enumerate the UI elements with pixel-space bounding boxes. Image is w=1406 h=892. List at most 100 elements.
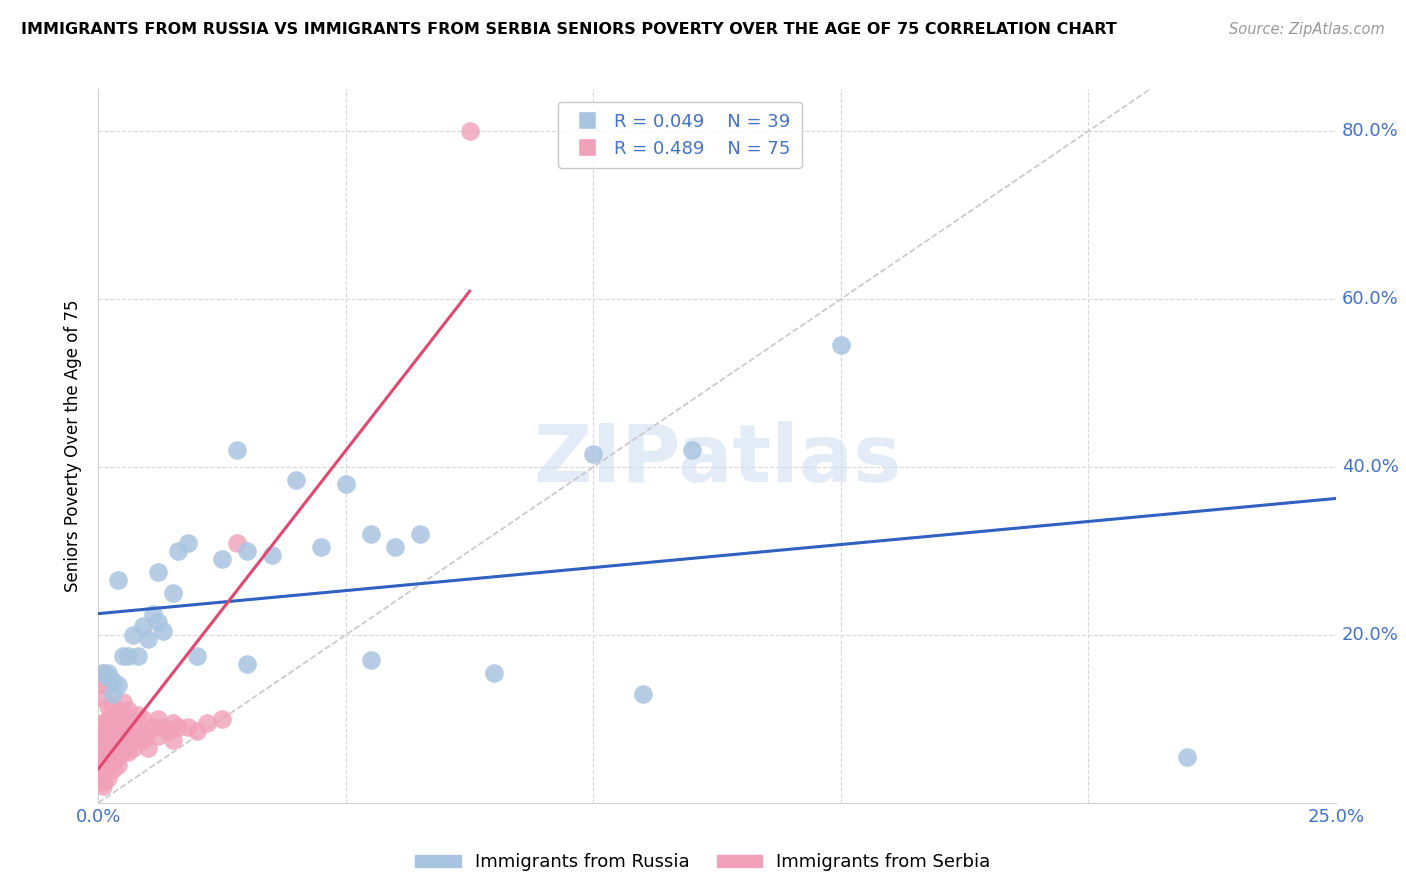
Point: [152, 624, 174, 638]
Point: [236, 544, 259, 558]
Point: [132, 712, 155, 726]
Text: 60.0%: 60.0%: [1341, 290, 1399, 308]
Point: [107, 758, 129, 772]
Point: [97, 665, 120, 680]
Point: [830, 338, 852, 352]
Point: [211, 552, 233, 566]
Point: [93, 690, 115, 705]
Point: [87, 720, 110, 734]
Text: IMMIGRANTS FROM RUSSIA VS IMMIGRANTS FROM SERBIA SENIORS POVERTY OVER THE AGE OF: IMMIGRANTS FROM RUSSIA VS IMMIGRANTS FRO…: [21, 22, 1116, 37]
Point: [236, 657, 259, 672]
Point: [97, 716, 120, 731]
Point: [136, 632, 159, 646]
Point: [122, 628, 145, 642]
Point: [127, 729, 149, 743]
Point: [97, 737, 120, 751]
Text: Source: ZipAtlas.com: Source: ZipAtlas.com: [1229, 22, 1385, 37]
Point: [166, 720, 188, 734]
Point: [117, 648, 139, 663]
Point: [103, 674, 125, 689]
Point: [97, 771, 120, 785]
Point: [87, 762, 110, 776]
Point: [103, 741, 125, 756]
Point: [122, 741, 145, 756]
Point: [112, 732, 135, 747]
Point: [136, 741, 159, 756]
Point: [132, 619, 155, 633]
Point: [103, 712, 125, 726]
Point: [132, 732, 155, 747]
Point: [162, 732, 184, 747]
Legend: R = 0.049    N = 39, R = 0.489    N = 75: R = 0.049 N = 39, R = 0.489 N = 75: [558, 102, 801, 169]
Point: [260, 548, 283, 562]
Text: 20.0%: 20.0%: [1341, 626, 1399, 644]
Point: [122, 716, 145, 731]
Point: [156, 724, 179, 739]
Point: [97, 729, 120, 743]
Point: [97, 670, 120, 684]
Point: [93, 758, 115, 772]
Point: [142, 607, 165, 621]
Point: [97, 732, 120, 747]
Point: [186, 724, 208, 739]
Text: 80.0%: 80.0%: [1341, 122, 1399, 140]
Point: [97, 749, 120, 764]
Point: [117, 703, 139, 717]
Point: [285, 473, 308, 487]
Point: [409, 527, 432, 541]
Point: [146, 712, 169, 726]
Point: [162, 586, 184, 600]
Point: [112, 707, 135, 722]
Point: [176, 720, 198, 734]
Point: [195, 716, 218, 731]
Point: [117, 724, 139, 739]
Point: [87, 746, 110, 760]
Point: [146, 615, 169, 630]
Point: [112, 729, 135, 743]
Point: [93, 678, 115, 692]
Point: [309, 540, 332, 554]
Point: [107, 574, 129, 588]
Point: [93, 665, 115, 680]
Point: [107, 732, 129, 747]
Point: [117, 746, 139, 760]
Point: [93, 665, 115, 680]
Point: [127, 707, 149, 722]
Point: [162, 716, 184, 731]
Point: [103, 749, 125, 764]
Point: [458, 124, 481, 138]
Point: [211, 712, 233, 726]
Point: [93, 758, 115, 772]
Point: [93, 746, 115, 760]
Point: [93, 779, 115, 793]
Point: [142, 720, 165, 734]
Point: [93, 716, 115, 731]
Legend: Immigrants from Russia, Immigrants from Serbia: Immigrants from Russia, Immigrants from …: [408, 847, 998, 879]
Point: [87, 732, 110, 747]
Text: 40.0%: 40.0%: [1341, 458, 1399, 476]
Point: [146, 729, 169, 743]
Point: [107, 741, 129, 756]
Point: [93, 749, 115, 764]
Point: [103, 720, 125, 734]
Point: [136, 724, 159, 739]
Point: [93, 771, 115, 785]
Point: [122, 732, 145, 747]
Point: [176, 535, 198, 549]
Point: [97, 758, 120, 772]
Point: [93, 741, 115, 756]
Point: [93, 766, 115, 780]
Point: [107, 720, 129, 734]
Y-axis label: Seniors Poverty Over the Age of 75: Seniors Poverty Over the Age of 75: [65, 300, 83, 592]
Point: [93, 729, 115, 743]
Point: [335, 476, 357, 491]
Point: [186, 648, 208, 663]
Point: [226, 443, 249, 458]
Point: [97, 699, 120, 714]
Point: [112, 648, 135, 663]
Point: [112, 746, 135, 760]
Point: [107, 712, 129, 726]
Point: [631, 687, 654, 701]
Point: [681, 443, 703, 458]
Point: [103, 699, 125, 714]
